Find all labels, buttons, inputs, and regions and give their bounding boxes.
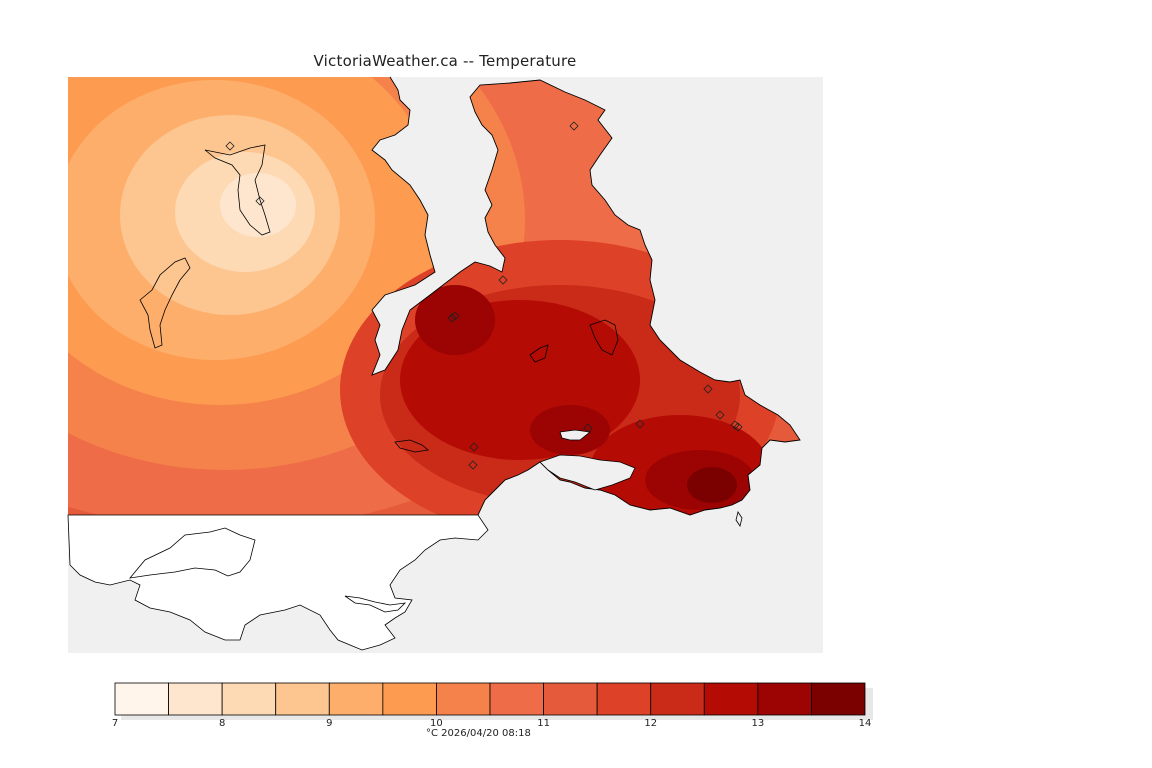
diamond-icon: [635, 419, 645, 429]
colorbar-cell: [168, 682, 223, 716]
colorbar-cell: [543, 682, 598, 716]
coast-outline: [344, 595, 407, 613]
diamond-icon: [715, 410, 725, 420]
colorbar-cell: [436, 682, 491, 716]
colorbar-cell: [650, 682, 705, 716]
station-markers: [225, 121, 743, 470]
bay-outline: [559, 429, 591, 441]
colorbar-tick-label: 14: [859, 718, 872, 729]
diamond-icon: [583, 423, 593, 433]
timestamp: 2026/04/20 08:18: [441, 728, 531, 739]
colorbar-tick-label: 9: [326, 718, 332, 729]
lake-outline: [394, 439, 429, 453]
diamond-icon: [255, 196, 265, 206]
map-title: VictoriaWeather.ca -- Temperature: [313, 52, 577, 70]
diamond-icon: [703, 384, 713, 394]
colorbar-tick-label: 12: [644, 718, 657, 729]
colorbar-cell: [596, 682, 652, 716]
island-outline: [204, 144, 271, 236]
diamond-icon: [469, 442, 479, 452]
temperature-field: [68, 77, 800, 515]
diamond-icon: [447, 313, 457, 323]
colorbar-tick-label: 7: [112, 718, 118, 729]
diamond-icon: [468, 460, 478, 470]
lake-outline: [589, 319, 619, 356]
colorbar-cell: [275, 682, 330, 716]
unit-label: °C: [426, 728, 438, 739]
coastline: [371, 76, 801, 516]
lake-outline: [529, 344, 549, 363]
island-outline: [129, 527, 256, 579]
diamond-icon: [569, 121, 579, 131]
colorbar-tick-label: 13: [751, 718, 764, 729]
diamond-icon: [225, 141, 235, 151]
island-outline: [139, 257, 191, 349]
diamond-icon: [733, 422, 743, 432]
harbour-outline: [539, 454, 636, 491]
colorbar-cell: [114, 682, 169, 716]
colorbar-cell: [489, 682, 544, 716]
colorbar-tick-label: 11: [537, 718, 550, 729]
colorbar-cell: [811, 682, 866, 716]
colorbar-cell: [382, 682, 437, 716]
colorbar-tick-label: 10: [430, 718, 443, 729]
islet-outline: [735, 511, 743, 527]
diamond-icon: [450, 311, 460, 321]
colorbar-tick-label: 8: [219, 718, 225, 729]
diamond-icon: [498, 275, 508, 285]
colorbar-cell: [703, 682, 759, 716]
footer-caption: °C 2026/04/20 08:18: [426, 728, 531, 739]
colorbar-cell: [221, 682, 277, 716]
colorbar-cell: [328, 682, 384, 716]
colorbar-cell: [757, 682, 812, 716]
